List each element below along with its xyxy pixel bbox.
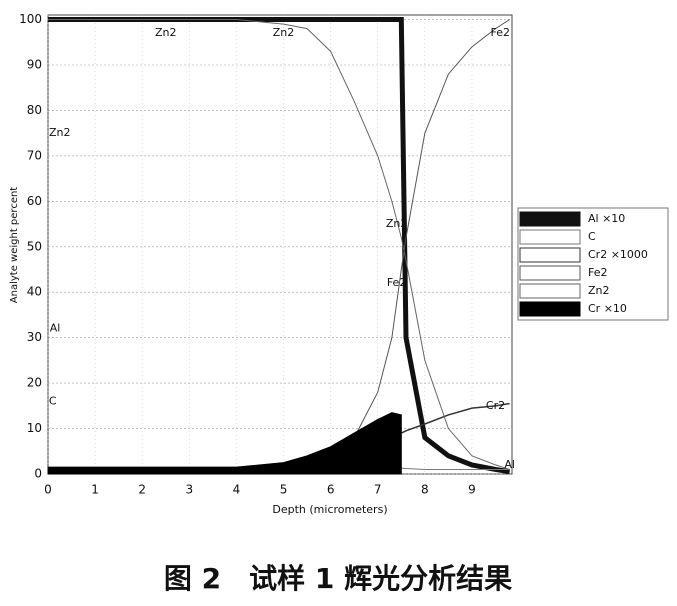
annotation: Zn2 [273, 26, 295, 39]
y-tick-label: 70 [27, 148, 42, 162]
x-axis-label: Depth (micrometers) [272, 503, 387, 516]
annotation: C [49, 394, 57, 407]
y-tick-label: 80 [27, 103, 42, 117]
legend-label: C [588, 230, 596, 243]
y-tick-label: 90 [27, 57, 42, 71]
x-tick-label: 3 [185, 483, 193, 497]
y-tick-label: 20 [27, 376, 42, 390]
annotation: Zn2 [155, 26, 177, 39]
x-tick-label: 4 [233, 483, 241, 497]
annotation: Fe2 [387, 276, 407, 289]
legend-label: Al ×10 [588, 212, 625, 225]
y-tick-label: 30 [27, 330, 42, 344]
area [47, 412, 402, 475]
legend-label: Zn2 [588, 284, 610, 297]
x-tick-label: 8 [421, 483, 429, 497]
line [48, 19, 510, 470]
y-tick-label: 40 [27, 285, 42, 299]
x-tick-label: 0 [44, 483, 52, 497]
legend-label: Cr2 ×1000 [588, 248, 648, 261]
annotation: Cr2 [486, 399, 505, 412]
x-tick-label: 1 [91, 483, 99, 497]
legend-swatch [519, 247, 581, 263]
plot-area [47, 14, 513, 475]
annotation: Zn2 [49, 126, 71, 139]
y-tick-label: 60 [27, 194, 42, 208]
y-axis-label: Analyte weight percent [9, 187, 20, 304]
y-tick-label: 100 [19, 12, 42, 26]
legend-label: Fe2 [588, 266, 608, 279]
annotation: Fe2 [490, 26, 510, 39]
x-tick-label: 2 [138, 483, 146, 497]
line [400, 402, 510, 434]
legend-swatch [519, 229, 581, 245]
caption: 图 2 试样 1 辉光分析结果 [164, 562, 512, 595]
legend-label: Cr ×10 [588, 302, 627, 315]
annotation: Zn2 [386, 217, 408, 230]
x-tick-label: 6 [327, 483, 335, 497]
legend-swatch [519, 211, 581, 227]
annotation: Al [50, 322, 61, 335]
legend-swatch [519, 265, 581, 281]
y-tick-label: 0 [34, 467, 42, 481]
x-tick-label: 7 [374, 483, 382, 497]
legend-swatch [519, 283, 581, 299]
y-tick-label: 10 [27, 421, 42, 435]
y-tick-label: 50 [27, 239, 42, 253]
x-tick-label: 5 [280, 483, 288, 497]
x-tick-label: 9 [468, 483, 476, 497]
legend-box [517, 207, 669, 321]
annotation: Al [504, 458, 515, 471]
legend-swatch [519, 301, 581, 317]
